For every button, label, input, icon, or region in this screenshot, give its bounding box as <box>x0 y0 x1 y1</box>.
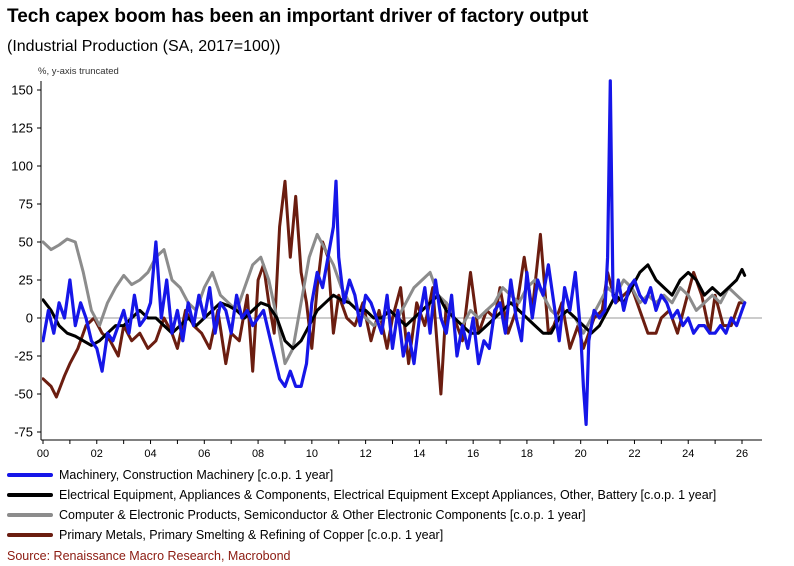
x-tick-label: 16 <box>467 448 479 460</box>
x-tick-label: 02 <box>91 448 103 460</box>
legend-swatch-electrical-equipment <box>7 493 53 497</box>
y-tick-label: 0 <box>26 311 33 326</box>
x-tick-label: 06 <box>198 448 210 460</box>
y-tick-label: 150 <box>11 83 33 98</box>
x-tick-label: 08 <box>252 448 264 460</box>
x-tick-label: 04 <box>144 448 156 460</box>
y-tick-label: 75 <box>19 197 33 212</box>
x-tick-label: 22 <box>628 448 640 460</box>
y-tick-label: 125 <box>11 121 33 136</box>
legend-label-machinery: Machinery, Construction Machinery [c.o.p… <box>59 468 334 482</box>
y-tick-label: 100 <box>11 159 33 174</box>
y-tick-label: -50 <box>14 387 33 402</box>
x-tick-label: 00 <box>37 448 49 460</box>
chart-subtitle: (Industrial Production (SA, 2017=100)) <box>7 38 281 55</box>
series-machinery-line <box>42 79 747 426</box>
x-tick-label: 26 <box>736 448 748 460</box>
y-tick-label: 50 <box>19 235 33 250</box>
x-tick-label: 12 <box>359 448 371 460</box>
y-tick-label: -25 <box>14 349 33 364</box>
legend-swatch-primary-metals <box>7 533 53 537</box>
source-note: Source: Renaissance Macro Research, Macr… <box>7 549 291 563</box>
legend-swatch-computer-electronic <box>7 513 53 517</box>
x-tick-label: 24 <box>682 448 694 460</box>
y-tick-label: -75 <box>14 425 33 440</box>
x-tick-label: 20 <box>575 448 587 460</box>
x-tick-label: 18 <box>521 448 533 460</box>
x-tick-label: 10 <box>306 448 318 460</box>
chart-title: Tech capex boom has been an important dr… <box>7 6 589 27</box>
y-tick-label: 25 <box>19 273 33 288</box>
x-tick-label: 14 <box>413 448 425 460</box>
legend-label-computer-electronic: Computer & Electronic Products, Semicond… <box>59 508 586 522</box>
legend-swatch-machinery <box>7 473 53 477</box>
legend-label-electrical-equipment: Electrical Equipment, Appliances & Compo… <box>59 488 717 502</box>
series-primary-metals-line <box>42 179 747 399</box>
y-axis-unit-note: %, y-axis truncated <box>38 66 119 77</box>
legend-label-primary-metals: Primary Metals, Primary Smelting & Refin… <box>59 528 444 542</box>
